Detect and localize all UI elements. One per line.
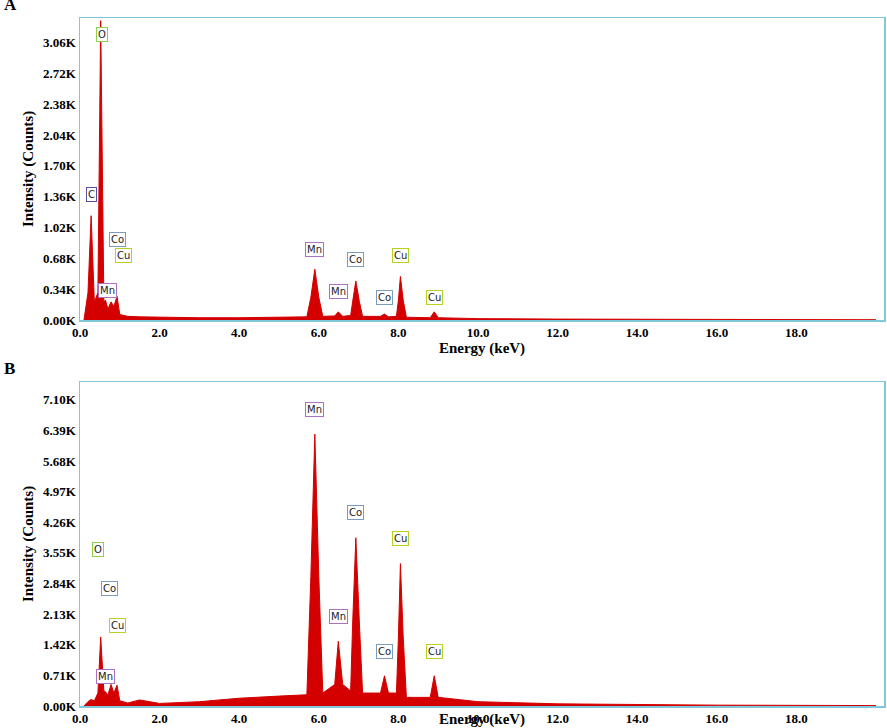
svg-text:Mn: Mn [331, 286, 346, 297]
svg-text:A: A [4, 0, 17, 14]
svg-text:14.0: 14.0 [626, 325, 649, 340]
svg-text:0.00K: 0.00K [43, 313, 77, 328]
svg-text:14.0: 14.0 [626, 711, 649, 726]
svg-text:4.0: 4.0 [231, 325, 247, 340]
svg-text:Cu: Cu [117, 250, 130, 261]
svg-text:10.0: 10.0 [467, 711, 490, 726]
svg-text:O: O [98, 29, 106, 40]
svg-text:Mn: Mn [98, 671, 113, 682]
svg-text:8.0: 8.0 [390, 711, 406, 726]
svg-text:Co: Co [349, 254, 362, 265]
svg-text:Cu: Cu [428, 646, 441, 657]
svg-text:10.0: 10.0 [467, 325, 490, 340]
svg-text:Mn: Mn [307, 244, 322, 255]
svg-text:4.97K: 4.97K [43, 484, 77, 499]
svg-text:Cu: Cu [394, 533, 407, 544]
svg-text:Co: Co [378, 646, 391, 657]
svg-text:Cu: Cu [111, 620, 124, 631]
svg-text:18.0: 18.0 [785, 711, 808, 726]
svg-text:1.02K: 1.02K [43, 220, 77, 235]
svg-text:2.0: 2.0 [151, 325, 167, 340]
svg-text:2.0: 2.0 [151, 711, 167, 726]
svg-text:2.84K: 2.84K [43, 576, 77, 591]
svg-text:0.71K: 0.71K [43, 668, 77, 683]
svg-text:6.39K: 6.39K [43, 423, 77, 438]
svg-text:18.0: 18.0 [785, 325, 808, 340]
svg-text:4.0: 4.0 [231, 711, 247, 726]
svg-text:0.0: 0.0 [72, 325, 88, 340]
svg-text:C: C [88, 189, 95, 200]
svg-text:2.04K: 2.04K [43, 128, 77, 143]
svg-text:O: O [94, 544, 102, 555]
svg-text:16.0: 16.0 [705, 711, 728, 726]
svg-text:0.34K: 0.34K [43, 282, 77, 297]
svg-text:12.0: 12.0 [546, 711, 569, 726]
svg-text:5.68K: 5.68K [43, 454, 77, 469]
svg-text:3.55K: 3.55K [43, 545, 77, 560]
svg-text:Mn: Mn [331, 611, 346, 622]
svg-text:1.70K: 1.70K [43, 158, 77, 173]
svg-text:Co: Co [378, 292, 391, 303]
svg-text:Mn: Mn [100, 285, 115, 296]
svg-text:Energy (keV): Energy (keV) [439, 340, 525, 357]
svg-text:Cu: Cu [394, 250, 407, 261]
svg-text:4.26K: 4.26K [43, 515, 77, 530]
svg-text:2.72K: 2.72K [43, 66, 77, 81]
svg-text:1.42K: 1.42K [43, 637, 77, 652]
svg-text:3.06K: 3.06K [43, 35, 77, 50]
svg-text:2.38K: 2.38K [43, 97, 77, 112]
svg-text:0.68K: 0.68K [43, 251, 77, 266]
svg-text:Co: Co [349, 507, 362, 518]
svg-text:1.36K: 1.36K [43, 189, 77, 204]
svg-text:6.0: 6.0 [311, 711, 327, 726]
svg-text:16.0: 16.0 [705, 325, 728, 340]
svg-text:8.0: 8.0 [390, 325, 406, 340]
svg-text:Intensity (Counts): Intensity (Counts) [20, 486, 37, 602]
svg-text:2.13K: 2.13K [43, 607, 77, 622]
svg-text:7.10K: 7.10K [43, 392, 77, 407]
svg-text:12.0: 12.0 [546, 325, 569, 340]
svg-text:Co: Co [103, 583, 116, 594]
svg-text:0.0: 0.0 [72, 711, 88, 726]
svg-text:0.00K: 0.00K [43, 699, 77, 714]
svg-text:B: B [4, 359, 15, 378]
svg-text:Co: Co [111, 234, 124, 245]
svg-text:Energy (keV): Energy (keV) [439, 711, 525, 728]
svg-text:6.0: 6.0 [311, 325, 327, 340]
svg-text:Intensity (Counts): Intensity (Counts) [20, 111, 37, 227]
svg-text:Cu: Cu [428, 292, 441, 303]
svg-text:Mn: Mn [307, 404, 322, 415]
